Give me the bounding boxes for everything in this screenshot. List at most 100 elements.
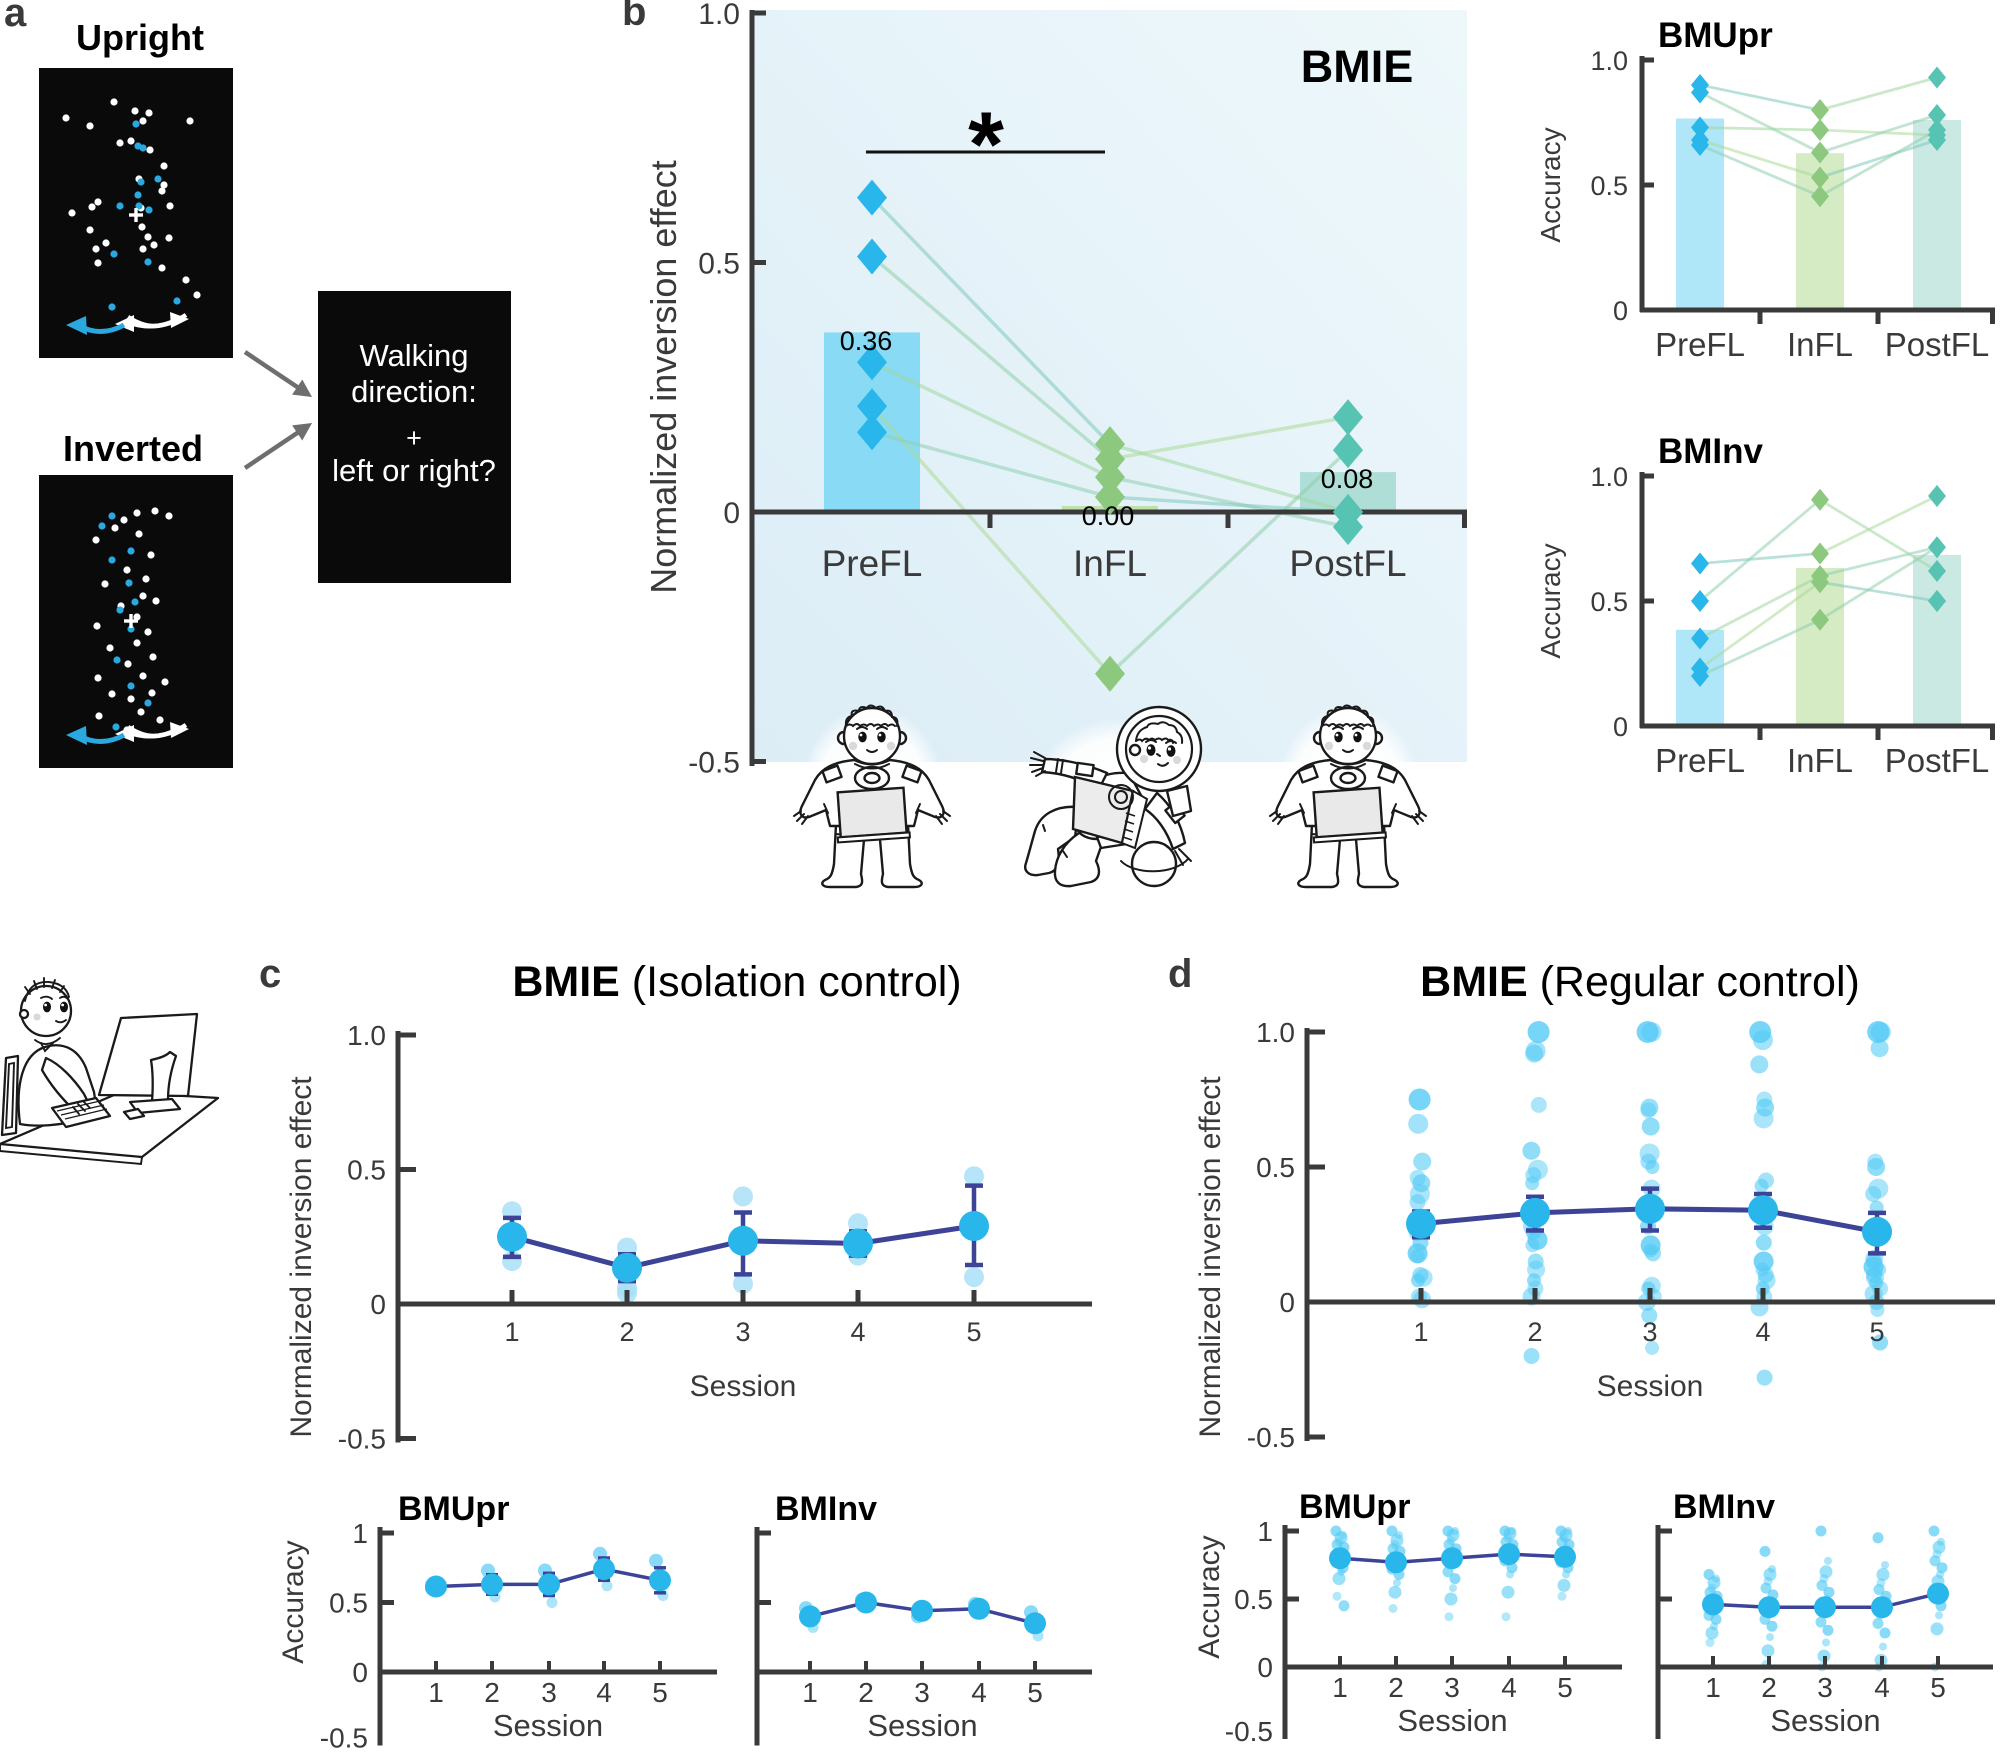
svg-text:Accuracy: Accuracy bbox=[1535, 127, 1566, 242]
svg-text:2: 2 bbox=[1761, 1672, 1777, 1703]
svg-text:c: c bbox=[259, 952, 281, 996]
svg-text:1: 1 bbox=[352, 1518, 368, 1549]
svg-text:5: 5 bbox=[1557, 1672, 1573, 1703]
svg-text:3: 3 bbox=[541, 1677, 557, 1708]
svg-text:0.5: 0.5 bbox=[698, 248, 740, 281]
svg-text:Accuracy: Accuracy bbox=[1535, 543, 1566, 658]
svg-text:5: 5 bbox=[652, 1677, 668, 1708]
svg-text:BMIE: BMIE bbox=[1301, 41, 1414, 92]
svg-text:4: 4 bbox=[1501, 1672, 1517, 1703]
svg-text:Session: Session bbox=[867, 1708, 977, 1743]
svg-text:-0.5: -0.5 bbox=[1247, 1422, 1295, 1453]
svg-text:3: 3 bbox=[1444, 1672, 1460, 1703]
svg-text:4: 4 bbox=[1874, 1672, 1890, 1703]
svg-text:BMUpr: BMUpr bbox=[398, 1490, 509, 1528]
svg-text:Session: Session bbox=[1770, 1703, 1880, 1738]
svg-text:0.5: 0.5 bbox=[329, 1588, 368, 1619]
svg-text:0.08: 0.08 bbox=[1321, 464, 1374, 494]
svg-text:+: + bbox=[406, 423, 422, 453]
svg-text:Session: Session bbox=[493, 1708, 603, 1743]
svg-text:1: 1 bbox=[802, 1677, 818, 1708]
svg-text:d: d bbox=[1168, 952, 1192, 996]
svg-text:direction:: direction: bbox=[351, 374, 477, 409]
svg-text:4: 4 bbox=[596, 1677, 612, 1708]
svg-text:1.0: 1.0 bbox=[347, 1020, 386, 1051]
svg-text:1: 1 bbox=[1413, 1317, 1428, 1347]
svg-text:1.0: 1.0 bbox=[1590, 462, 1628, 492]
svg-text:3: 3 bbox=[1642, 1317, 1657, 1347]
svg-text:1.0: 1.0 bbox=[1256, 1017, 1295, 1048]
svg-text:Session: Session bbox=[690, 1370, 797, 1403]
svg-text:2: 2 bbox=[619, 1317, 634, 1347]
svg-text:4: 4 bbox=[971, 1677, 987, 1708]
svg-text:PreFL: PreFL bbox=[822, 543, 923, 584]
svg-text:5: 5 bbox=[1930, 1672, 1946, 1703]
svg-text:0: 0 bbox=[1279, 1287, 1295, 1318]
svg-text:1: 1 bbox=[428, 1677, 444, 1708]
svg-text:5: 5 bbox=[1027, 1677, 1043, 1708]
svg-text:Walking: Walking bbox=[359, 338, 468, 373]
svg-text:PostFL: PostFL bbox=[1289, 543, 1406, 584]
svg-text:BMInv: BMInv bbox=[1673, 1488, 1775, 1526]
svg-text:-0.5: -0.5 bbox=[338, 1424, 386, 1455]
svg-text:3: 3 bbox=[735, 1317, 750, 1347]
svg-text:Accuracy: Accuracy bbox=[277, 1540, 310, 1663]
svg-text:Normalized inversion effect: Normalized inversion effect bbox=[1194, 1076, 1227, 1438]
svg-text:0.5: 0.5 bbox=[1256, 1152, 1295, 1183]
svg-text:b: b bbox=[622, 0, 646, 34]
svg-text:0: 0 bbox=[1613, 712, 1628, 742]
svg-text:BMInv: BMInv bbox=[775, 1490, 877, 1528]
svg-text:1: 1 bbox=[1332, 1672, 1348, 1703]
svg-text:1: 1 bbox=[504, 1317, 519, 1347]
svg-text:5: 5 bbox=[1869, 1317, 1884, 1347]
svg-text:1: 1 bbox=[1705, 1672, 1721, 1703]
svg-text:3: 3 bbox=[914, 1677, 930, 1708]
svg-text:0.5: 0.5 bbox=[1590, 171, 1628, 201]
svg-text:BMIE (Isolation control): BMIE (Isolation control) bbox=[512, 958, 961, 1006]
svg-text:2: 2 bbox=[858, 1677, 874, 1708]
svg-text:Normalized inversion effect: Normalized inversion effect bbox=[285, 1076, 318, 1438]
svg-text:1.0: 1.0 bbox=[1590, 46, 1628, 76]
svg-text:-0.5: -0.5 bbox=[320, 1723, 368, 1751]
svg-text:4: 4 bbox=[1755, 1317, 1770, 1347]
svg-text:BMInv: BMInv bbox=[1658, 432, 1764, 471]
svg-text:1.0: 1.0 bbox=[698, 0, 740, 31]
svg-text:1: 1 bbox=[1257, 1516, 1273, 1547]
svg-text:BMUpr: BMUpr bbox=[1658, 16, 1773, 55]
svg-text:4: 4 bbox=[850, 1317, 865, 1347]
svg-text:Upright: Upright bbox=[76, 17, 204, 58]
svg-text:2: 2 bbox=[1527, 1317, 1542, 1347]
svg-text:0: 0 bbox=[352, 1657, 368, 1688]
svg-text:3: 3 bbox=[1817, 1672, 1833, 1703]
svg-text:InFL: InFL bbox=[1787, 326, 1853, 363]
svg-text:2: 2 bbox=[1388, 1672, 1404, 1703]
svg-text:a: a bbox=[4, 0, 27, 35]
svg-text:left or right?: left or right? bbox=[332, 453, 496, 488]
svg-text:0: 0 bbox=[723, 497, 740, 530]
svg-text:2: 2 bbox=[484, 1677, 500, 1708]
svg-text:InFL: InFL bbox=[1787, 742, 1853, 779]
svg-text:5: 5 bbox=[966, 1317, 981, 1347]
svg-text:PreFL: PreFL bbox=[1655, 326, 1745, 363]
svg-text:Session: Session bbox=[1397, 1703, 1507, 1738]
svg-text:0: 0 bbox=[1257, 1652, 1273, 1683]
svg-text:0.5: 0.5 bbox=[347, 1155, 386, 1186]
svg-text:BMUpr: BMUpr bbox=[1299, 1488, 1410, 1526]
svg-text:InFL: InFL bbox=[1073, 543, 1147, 584]
svg-text:0.36: 0.36 bbox=[840, 326, 893, 356]
svg-text:Inverted: Inverted bbox=[63, 428, 203, 469]
svg-text:Session: Session bbox=[1597, 1370, 1704, 1403]
svg-text:*: * bbox=[968, 94, 1004, 196]
svg-text:Normalized inversion effect: Normalized inversion effect bbox=[643, 160, 684, 594]
svg-text:-0.5: -0.5 bbox=[1225, 1716, 1273, 1747]
svg-text:0.5: 0.5 bbox=[1234, 1584, 1273, 1615]
svg-text:PostFL: PostFL bbox=[1885, 742, 1990, 779]
svg-text:0: 0 bbox=[370, 1289, 386, 1320]
svg-text:PostFL: PostFL bbox=[1885, 326, 1990, 363]
svg-text:BMIE (Regular control): BMIE (Regular control) bbox=[1420, 958, 1860, 1006]
svg-text:0.00: 0.00 bbox=[1082, 501, 1135, 531]
svg-text:PreFL: PreFL bbox=[1655, 742, 1745, 779]
svg-text:0: 0 bbox=[1613, 296, 1628, 326]
svg-text:-0.5: -0.5 bbox=[688, 747, 740, 780]
svg-text:0.5: 0.5 bbox=[1590, 587, 1628, 617]
